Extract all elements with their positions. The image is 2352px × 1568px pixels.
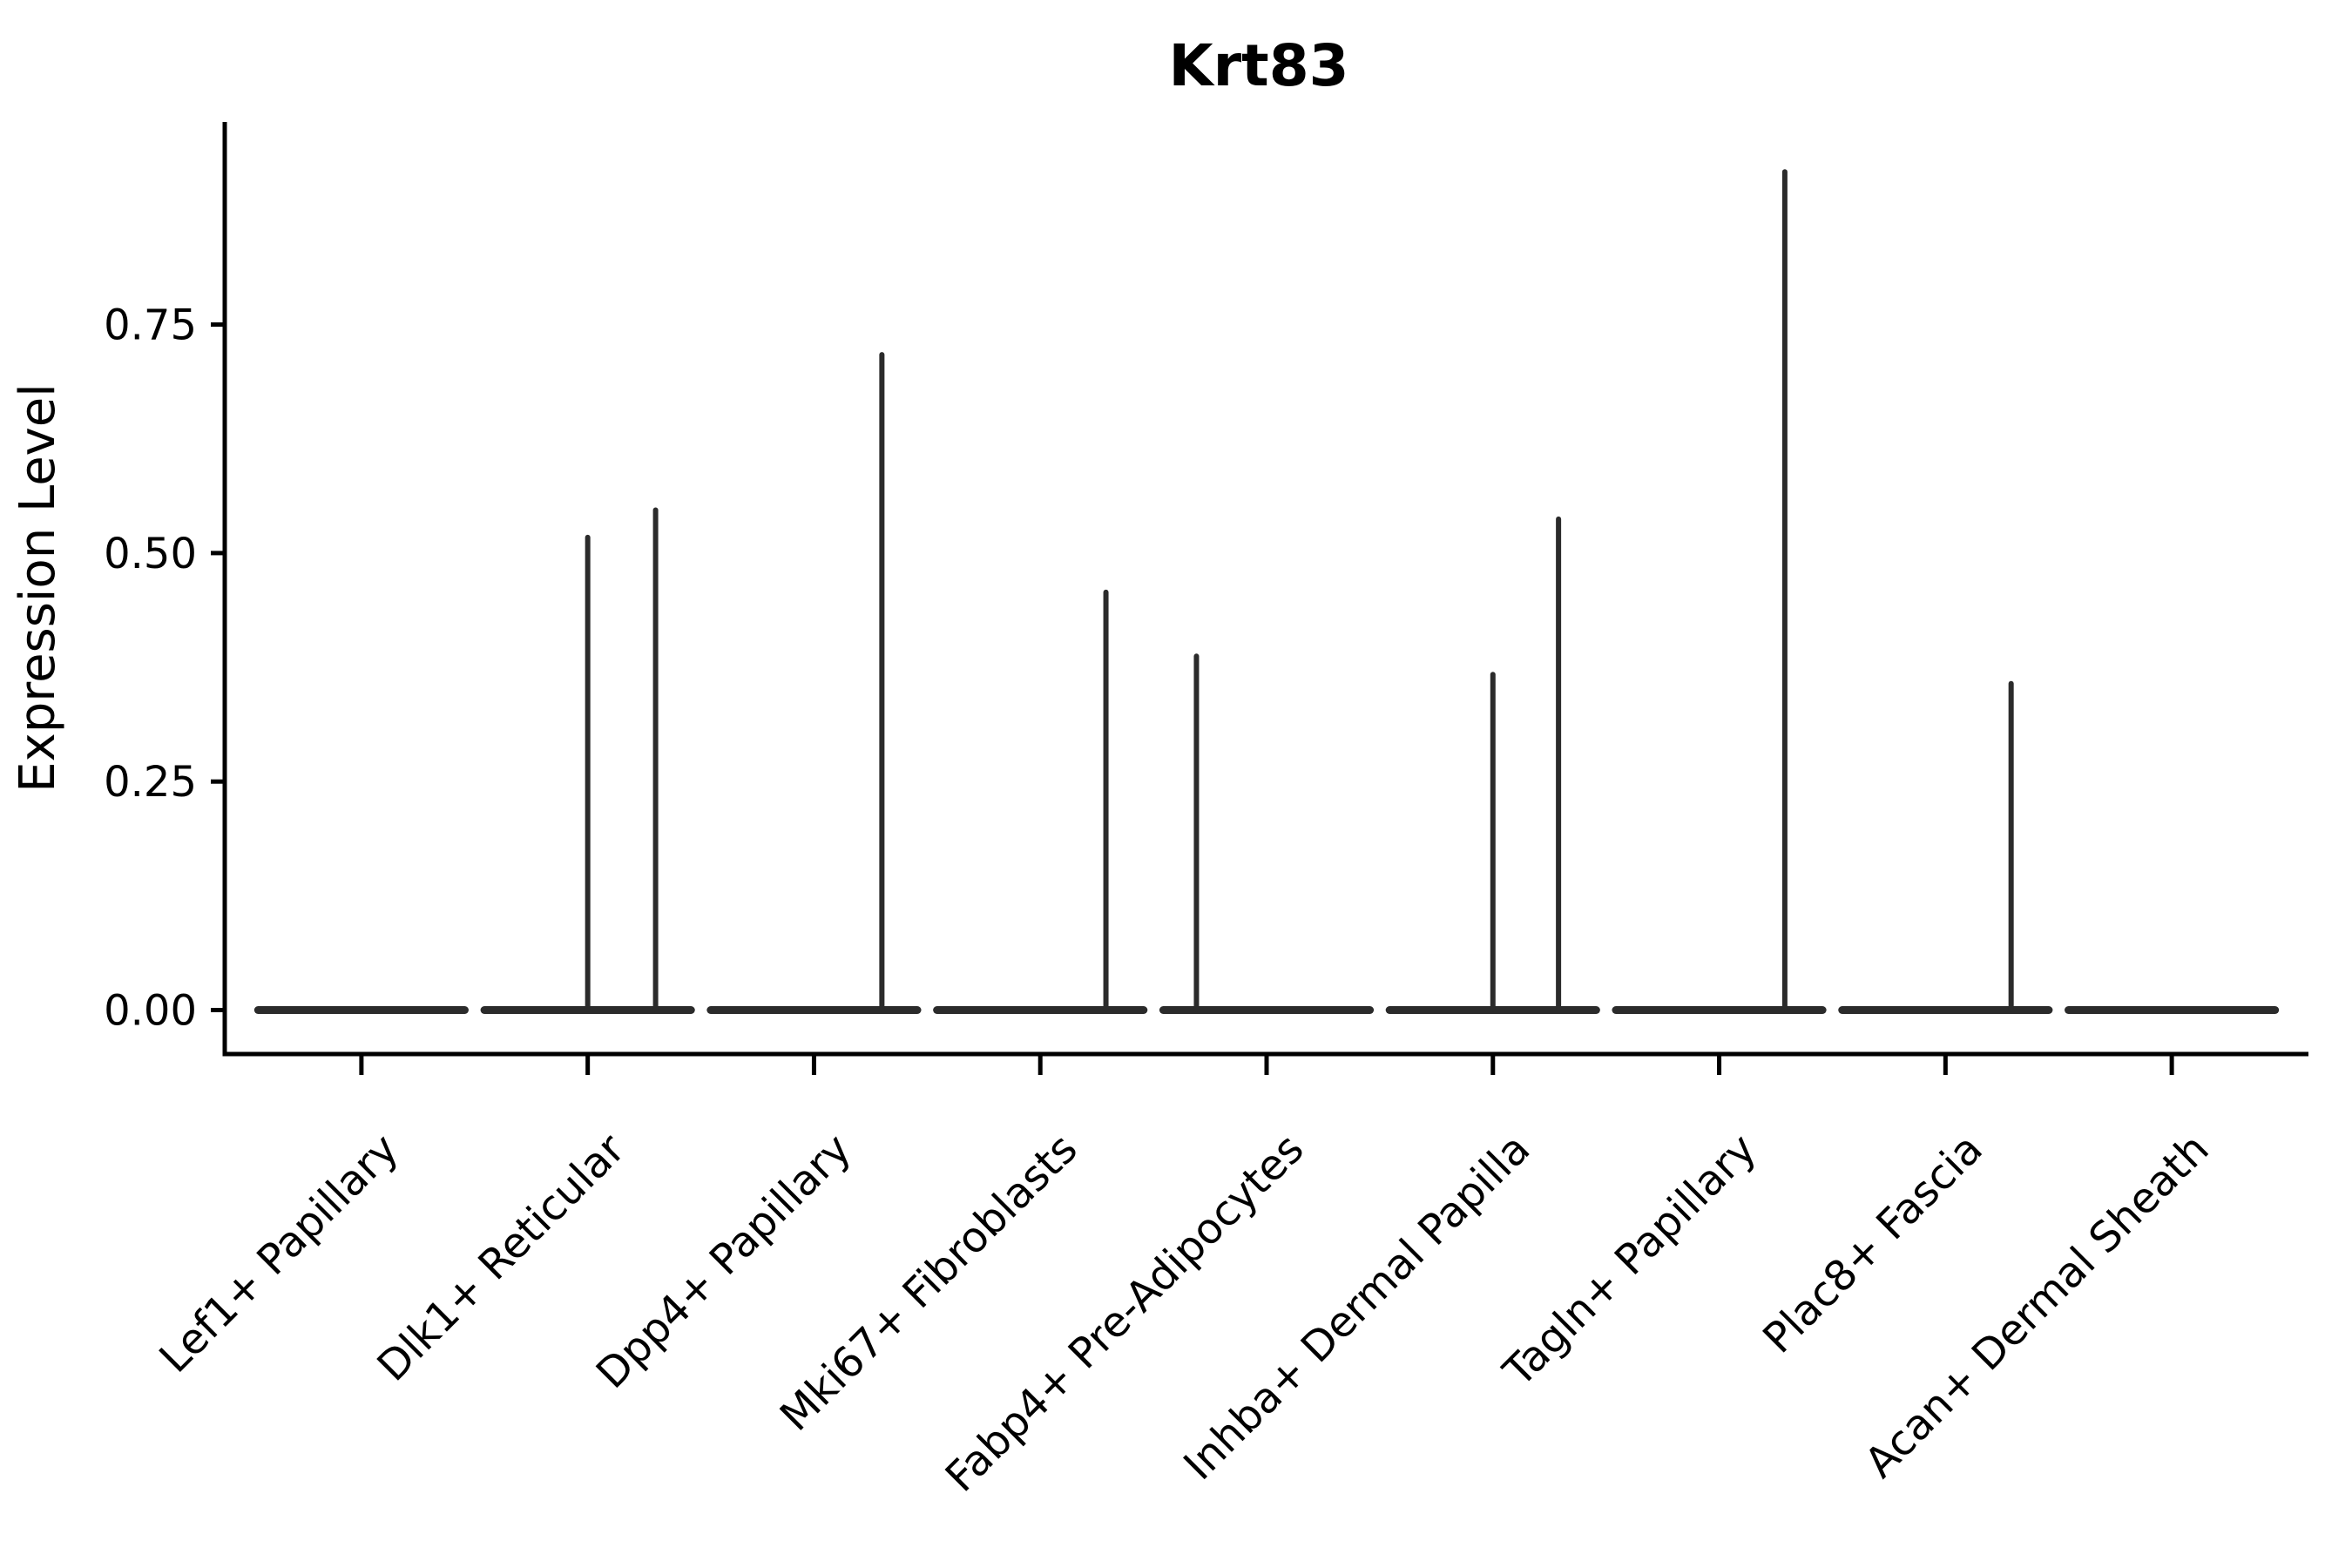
x-tick-label: Fabp4+ Pre-Adipocytes (936, 1125, 1314, 1502)
x-tick-label: Dlk1+ Reticular (368, 1125, 634, 1391)
violin (1159, 653, 1375, 1014)
axes-layer (211, 122, 2308, 1075)
y-axis-label: Expression Level (10, 383, 66, 793)
violin (1612, 169, 1827, 1014)
violin-layer (253, 169, 2280, 1014)
violin (480, 507, 695, 1014)
x-tick-label: Lef1+ Papillary (150, 1125, 408, 1382)
y-tick-label: 0.25 (104, 758, 197, 807)
y-tick-label: 0.50 (104, 530, 197, 578)
chart-title: Krt83 (1168, 32, 1348, 99)
y-tick-label: 0.75 (104, 301, 197, 350)
violin (1838, 680, 2053, 1014)
label-layer: Krt83 Expression Level 0.00 0.25 0.50 0.75 L… (10, 32, 2219, 1502)
x-tick-label: Plac8+ Fascia (1754, 1125, 1992, 1363)
y-tick-label: 0.00 (104, 987, 197, 1036)
violin (933, 589, 1148, 1014)
violin (1385, 516, 1600, 1014)
violin (706, 352, 922, 1014)
x-tick-label: Tagln+ Papillary (1494, 1125, 1766, 1396)
